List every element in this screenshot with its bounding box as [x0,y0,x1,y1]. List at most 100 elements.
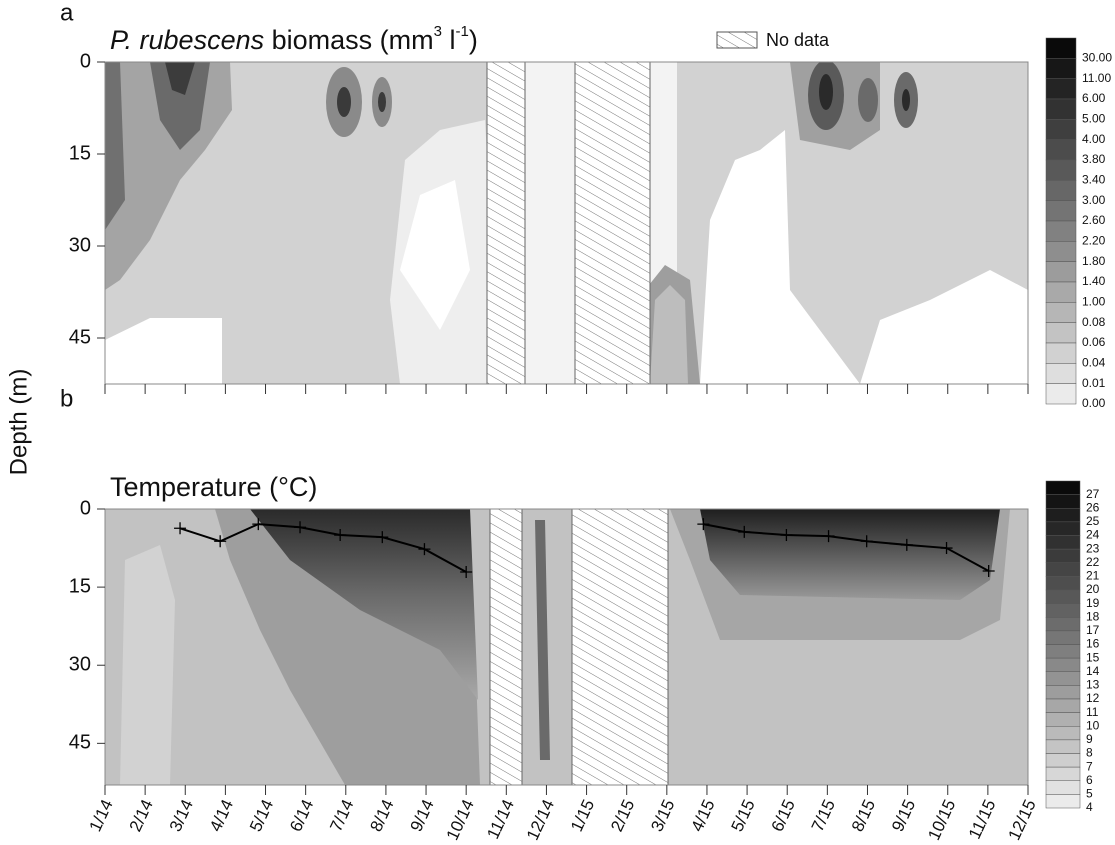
colorbar-cell [1045,726,1081,741]
y-tick-label: 45 [69,326,91,348]
colorbar-label: 1.80 [1082,254,1106,268]
colorbar-cell [1045,521,1081,536]
y-tick-label: 15 [69,575,91,597]
colorbar-cell [1045,698,1081,713]
chart-title: Temperature (°C) [110,472,317,502]
colorbar-label: 27 [1086,487,1100,501]
colorbar-cell [1045,480,1081,495]
y-tick-label: 0 [80,50,91,72]
colorbar-cell [1045,671,1081,686]
colorbar-label: 16 [1086,637,1100,651]
colorbar-label: 12 [1086,691,1100,705]
colorbar-cell [1045,739,1081,754]
x-tick-label: 8/14 [366,797,397,835]
plot-frame [104,61,1029,385]
colorbar-cell [1045,535,1081,550]
colorbar-label: 10 [1086,718,1100,732]
no-data-region [574,61,651,385]
x-tick-label: 8/15 [848,797,879,835]
colorbar-label: 0.06 [1082,335,1106,349]
colorbar-cell [1045,98,1077,120]
colorbar-cell [1045,139,1077,161]
colorbar-cell [1045,644,1081,659]
colorbar-label: 20 [1086,582,1100,596]
x-tick-label: 6/15 [768,797,799,835]
colorbar-cell [1045,712,1081,727]
y-tick-label: 30 [69,654,91,676]
y-tick-label: 45 [69,732,91,754]
colorbar-label: 23 [1086,541,1100,555]
panel-label: b [60,385,73,412]
colorbar-cell [1045,220,1077,242]
x-tick-label: 9/15 [888,797,919,835]
colorbar-label: 19 [1086,596,1100,610]
x-tick-label: 5/14 [246,797,277,835]
chart-title: P. rubescens biomass (mm3 l-1) [110,23,478,55]
colorbar-label: 21 [1086,569,1100,583]
colorbar-label: 3.40 [1082,173,1106,187]
panel-label: a [60,0,74,26]
legend-label: No data [766,30,830,50]
colorbar-label: 2.20 [1082,234,1106,248]
x-tick-label: 1/14 [85,797,116,835]
x-tick-label: 1/15 [567,797,598,835]
no-data-region [489,508,523,786]
colorbar-label: 14 [1086,664,1100,678]
no-data-region [486,61,526,385]
x-tick-label: 3/14 [166,797,197,835]
y-tick-label: 0 [80,497,91,519]
x-tick-label: 7/14 [326,797,357,835]
colorbar-cell [1045,630,1081,645]
x-tick-label: 2/14 [126,797,157,835]
x-tick-label: 4/14 [206,797,237,835]
colorbar-label: 4.00 [1082,132,1106,146]
no-data-region [571,508,669,786]
x-tick-label: 10/15 [924,797,959,844]
colorbar-cell [1045,58,1077,79]
colorbar-label: 8 [1086,746,1093,760]
colorbar-cell [1045,383,1077,405]
colorbar-label: 0.04 [1082,356,1106,370]
colorbar-label: 2.60 [1082,213,1106,227]
colorbar-cell [1045,576,1081,591]
colorbar-label: 4 [1086,800,1093,814]
colorbar-cell [1045,281,1077,303]
colorbar-label: 11.00 [1082,71,1111,85]
colorbar-cell [1045,37,1077,59]
colorbar-label: 3.80 [1082,152,1106,166]
x-tick-label: 2/15 [607,797,638,835]
colorbar-cell [1045,494,1081,509]
x-tick-label: 9/14 [407,797,438,835]
y-tick-label: 15 [69,142,91,164]
colorbar-cell [1045,766,1081,781]
x-tick-label: 12/14 [523,797,558,844]
colorbar-cell [1045,603,1081,618]
colorbar-cell [1045,589,1081,604]
colorbar-cell [1045,685,1081,700]
colorbar-cell [1045,617,1081,632]
colorbar-label: 17 [1086,623,1100,637]
colorbar-label: 11 [1086,705,1099,719]
plot-frame [104,508,1029,786]
colorbar-label: 24 [1086,528,1100,542]
colorbar-cell [1045,363,1077,384]
colorbar-label: 26 [1086,500,1100,514]
thermocline-line [179,523,990,573]
colorbar-cell [1045,794,1081,809]
x-tick-label: 11/14 [483,797,518,842]
colorbar-label: 0.01 [1082,376,1106,390]
colorbar-label: 30.00 [1082,51,1112,65]
colorbar-label: 0.00 [1082,396,1106,410]
colorbar-label: 3.00 [1082,193,1106,207]
colorbar-cell [1045,200,1077,222]
colorbar-label: 5 [1086,787,1093,801]
colorbar-cell [1045,302,1077,323]
colorbar-label: 6.00 [1082,91,1106,105]
colorbar-cell [1045,753,1081,768]
colorbar-label: 9 [1086,732,1093,746]
x-tick-label: 12/15 [1004,797,1039,844]
colorbar-cell [1045,508,1081,523]
x-tick-label: 5/15 [728,797,759,835]
x-tick-label: 11/15 [965,797,1000,842]
